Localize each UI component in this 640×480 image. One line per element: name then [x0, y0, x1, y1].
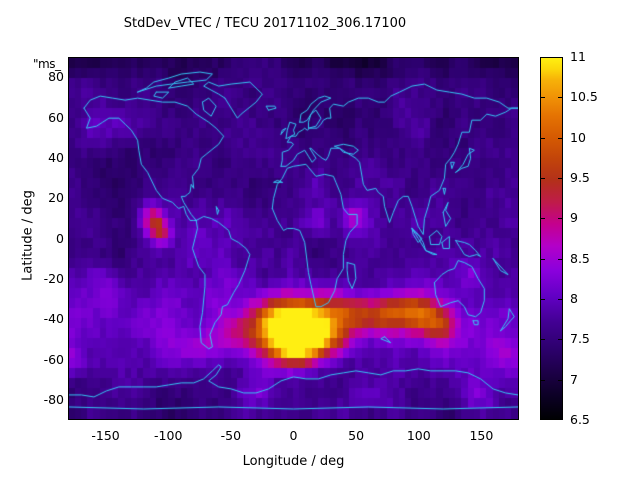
colorbar-tick-label: 9 — [570, 210, 578, 226]
x-tick-label: 150 — [469, 428, 494, 443]
y-tick-label: -60 — [43, 351, 64, 367]
y-axis-ticks: 80 60 40 20 0 -20 -40 -60 -80 — [0, 0, 64, 480]
colorbar-tick-label: 10.5 — [570, 89, 598, 105]
y-tick-label: 0 — [56, 230, 64, 246]
overlapping-artifact-text: "ms_ — [33, 57, 61, 71]
x-tick-label: 50 — [348, 428, 365, 443]
y-tick-label: -80 — [43, 391, 64, 407]
x-tick-label: 100 — [406, 428, 431, 443]
x-tick-label: -50 — [220, 428, 242, 443]
x-axis-ticks: -150 -100 -50 0 50 100 150 — [0, 428, 640, 448]
colorbar — [540, 57, 563, 420]
colorbar-tick-label: 10 — [570, 129, 586, 145]
x-tick-label: -150 — [91, 428, 120, 443]
x-axis-label: Longitude / deg — [242, 454, 345, 469]
colorbar-tick-label: 9.5 — [570, 170, 590, 185]
y-tick-label: 20 — [48, 190, 64, 206]
colorbar-tick-label: 8 — [570, 291, 578, 306]
x-tick-label: 0 — [289, 428, 298, 443]
colorbar-tick-label: 8.5 — [570, 250, 590, 266]
page-title: StdDev_VTEC / TECU 20171102_306.17100 — [123, 16, 407, 31]
y-tick-label: 60 — [48, 109, 64, 125]
y-tick-label: -40 — [43, 311, 64, 327]
colorbar-tick-label: 11 — [570, 49, 586, 64]
y-tick-label: 40 — [48, 149, 64, 165]
y-tick-label: 80 — [48, 69, 64, 85]
coastline-overlay — [69, 58, 518, 419]
colorbar-labels: 6.5 7 7.5 8 8.5 9 9.5 10 10.5 11 — [570, 50, 630, 426]
y-axis-label: Latitude / deg — [20, 190, 36, 281]
y-tick-label: -20 — [43, 270, 64, 286]
colorbar-tick-label: 7.5 — [570, 331, 590, 347]
colorbar-tick-label: 6.5 — [570, 412, 590, 427]
colorbar-tick-label: 7 — [570, 371, 578, 387]
x-tick-label: -100 — [154, 428, 183, 443]
heatmap-plot-area — [68, 57, 519, 420]
